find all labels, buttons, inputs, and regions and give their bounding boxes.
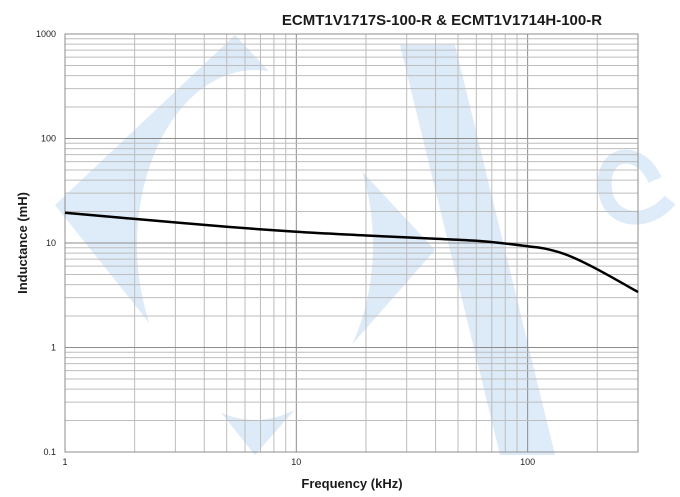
x-tick-label: 1	[62, 457, 67, 467]
y-axis-label: Inductance (mH)	[15, 192, 30, 294]
chart-grid	[65, 34, 638, 452]
y-tick-label: 0.1	[43, 447, 56, 457]
x-tick-label: 10	[291, 457, 301, 467]
y-tick-label: 1000	[36, 29, 56, 39]
y-tick-label: 1	[51, 343, 56, 353]
x-tick-labels: 1 10 100	[62, 457, 535, 467]
chart-title: ECMT1V1717S-100-R & ECMT1V1714H-100-R	[282, 12, 602, 29]
x-tick-label: 100	[520, 457, 535, 467]
y-tick-label: 100	[41, 134, 56, 144]
watermark-logo	[55, 35, 670, 455]
y-tick-label: 10	[46, 238, 56, 248]
x-axis-label: Frequency (kHz)	[301, 476, 402, 491]
y-tick-labels: 0.1 1 10 100 1000	[36, 29, 56, 457]
